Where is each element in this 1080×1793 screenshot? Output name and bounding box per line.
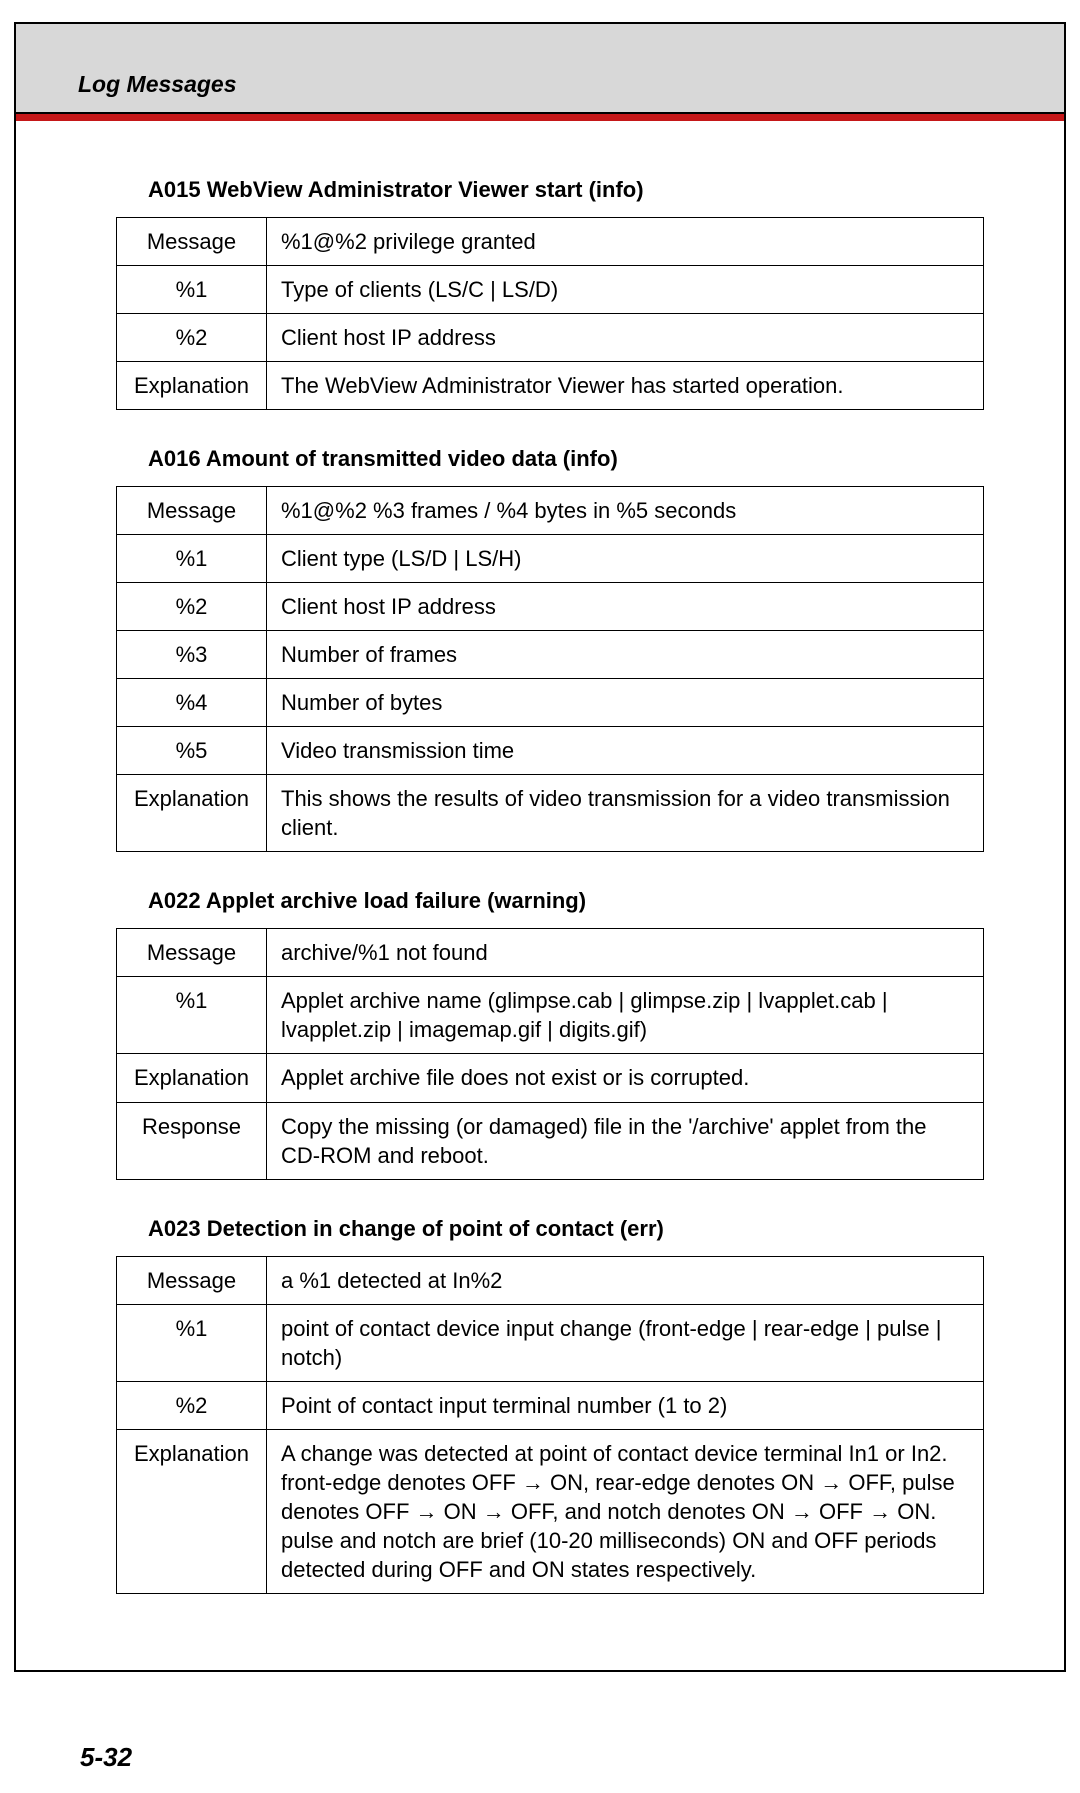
message-table: Message archive/%1 not found %1 Applet a…: [116, 928, 984, 1179]
table-row: %3 Number of frames: [117, 631, 984, 679]
table-row: Message %1@%2 %3 frames / %4 bytes in %5…: [117, 487, 984, 535]
table-row: %2 Client host IP address: [117, 314, 984, 362]
section-heading: A016 Amount of transmitted video data (i…: [148, 446, 984, 472]
table-row: Explanation A change was detected at poi…: [117, 1429, 984, 1593]
row-value: Applet archive name (glimpse.cab | glimp…: [267, 977, 984, 1054]
row-label: %3: [117, 631, 267, 679]
table-row: Message archive/%1 not found: [117, 929, 984, 977]
row-label: Message: [117, 487, 267, 535]
row-value: The WebView Administrator Viewer has sta…: [267, 362, 984, 410]
content-area: A015 WebView Administrator Viewer start …: [16, 121, 1064, 1670]
row-value: A change was detected at point of contac…: [267, 1429, 984, 1593]
message-table: Message %1@%2 privilege granted %1 Type …: [116, 217, 984, 410]
page-frame: Log Messages A015 WebView Administrator …: [14, 22, 1066, 1672]
section-heading: A022 Applet archive load failure (warnin…: [148, 888, 984, 914]
row-value: Number of frames: [267, 631, 984, 679]
row-value: Video transmission time: [267, 727, 984, 775]
table-row: Message a %1 detected at In%2: [117, 1256, 984, 1304]
header-title: Log Messages: [78, 71, 237, 104]
row-value: Copy the missing (or damaged) file in th…: [267, 1102, 984, 1179]
row-value: Applet archive file does not exist or is…: [267, 1054, 984, 1102]
section-heading: A015 WebView Administrator Viewer start …: [148, 177, 984, 203]
row-value: archive/%1 not found: [267, 929, 984, 977]
row-label: %2: [117, 1381, 267, 1429]
row-label: %4: [117, 679, 267, 727]
table-row: %1 Type of clients (LS/C | LS/D): [117, 266, 984, 314]
message-table: Message a %1 detected at In%2 %1 point o…: [116, 1256, 984, 1594]
row-value: Point of contact input terminal number (…: [267, 1381, 984, 1429]
table-row: %1 point of contact device input change …: [117, 1304, 984, 1381]
row-label: Message: [117, 929, 267, 977]
row-label: Explanation: [117, 775, 267, 852]
row-value: Client host IP address: [267, 583, 984, 631]
row-label: Response: [117, 1102, 267, 1179]
row-value: This shows the results of video transmis…: [267, 775, 984, 852]
red-separator: [16, 114, 1064, 121]
row-value: %1@%2 %3 frames / %4 bytes in %5 seconds: [267, 487, 984, 535]
message-table: Message %1@%2 %3 frames / %4 bytes in %5…: [116, 486, 984, 852]
row-label: %1: [117, 266, 267, 314]
table-row: %2 Point of contact input terminal numbe…: [117, 1381, 984, 1429]
row-value: a %1 detected at In%2: [267, 1256, 984, 1304]
row-label: %5: [117, 727, 267, 775]
table-row: Explanation The WebView Administrator Vi…: [117, 362, 984, 410]
table-row: Explanation Applet archive file does not…: [117, 1054, 984, 1102]
row-value: point of contact device input change (fr…: [267, 1304, 984, 1381]
table-row: %1 Applet archive name (glimpse.cab | gl…: [117, 977, 984, 1054]
table-row: Response Copy the missing (or damaged) f…: [117, 1102, 984, 1179]
row-value: Number of bytes: [267, 679, 984, 727]
row-label: Message: [117, 218, 267, 266]
table-row: %2 Client host IP address: [117, 583, 984, 631]
table-row: %1 Client type (LS/D | LS/H): [117, 535, 984, 583]
row-label: %1: [117, 1304, 267, 1381]
row-value: %1@%2 privilege granted: [267, 218, 984, 266]
row-label: Message: [117, 1256, 267, 1304]
row-label: %2: [117, 583, 267, 631]
row-value: Client type (LS/D | LS/H): [267, 535, 984, 583]
header-strip: Log Messages: [16, 24, 1064, 114]
table-row: %5 Video transmission time: [117, 727, 984, 775]
row-value: Client host IP address: [267, 314, 984, 362]
table-row: Explanation This shows the results of vi…: [117, 775, 984, 852]
row-label: %1: [117, 535, 267, 583]
row-label: Explanation: [117, 1429, 267, 1593]
row-label: Explanation: [117, 362, 267, 410]
section-heading: A023 Detection in change of point of con…: [148, 1216, 984, 1242]
table-row: %4 Number of bytes: [117, 679, 984, 727]
row-label: %2: [117, 314, 267, 362]
page-number: 5-32: [80, 1742, 1080, 1773]
table-row: Message %1@%2 privilege granted: [117, 218, 984, 266]
row-label: Explanation: [117, 1054, 267, 1102]
row-label: %1: [117, 977, 267, 1054]
row-value: Type of clients (LS/C | LS/D): [267, 266, 984, 314]
